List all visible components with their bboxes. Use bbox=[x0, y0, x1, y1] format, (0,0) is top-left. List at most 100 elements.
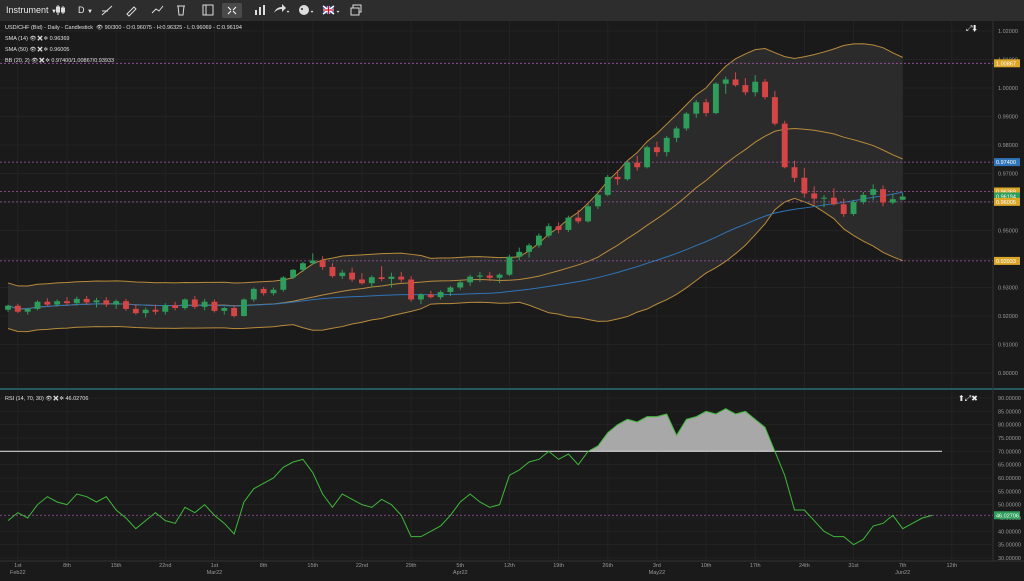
legend-sma50-name: SMA (50) bbox=[5, 47, 28, 53]
candle-body bbox=[516, 251, 523, 257]
candle-body bbox=[319, 260, 326, 267]
bar-chart-icon[interactable] bbox=[253, 3, 267, 18]
rsi-axis-tick: 65.00000 bbox=[998, 463, 1021, 469]
candle-body bbox=[123, 301, 129, 309]
candle-body bbox=[201, 301, 208, 307]
chart-svg[interactable]: 1.020001.010001.000000.990000.980000.970… bbox=[0, 21, 1024, 576]
price-axis-tick: 0.99000 bbox=[998, 115, 1018, 121]
draw-line-icon[interactable] bbox=[100, 3, 114, 18]
time-axis-tick: 22nd bbox=[356, 563, 368, 569]
candle-body bbox=[44, 301, 51, 305]
palette-icon[interactable] bbox=[297, 3, 315, 18]
chart-area[interactable]: 1.020001.010001.000000.990000.980000.970… bbox=[0, 21, 1024, 576]
candle-body bbox=[771, 97, 778, 124]
price-axis-tick: 1.02000 bbox=[998, 29, 1018, 35]
eye-icon[interactable]: 👁 bbox=[31, 58, 39, 64]
candle-body bbox=[496, 274, 503, 278]
expand-pane-icon[interactable]: ⤢⬇ bbox=[966, 24, 978, 33]
candle-body bbox=[703, 102, 709, 114]
candle-body bbox=[742, 85, 749, 93]
crosshair-icon[interactable] bbox=[222, 3, 242, 18]
candle-body bbox=[378, 277, 385, 279]
bollinger-upper-line bbox=[7, 43, 903, 287]
candle-body bbox=[712, 83, 719, 114]
candle-body bbox=[113, 301, 120, 305]
candle-body bbox=[467, 276, 474, 283]
candle-body bbox=[64, 301, 70, 304]
time-axis-tick: 24th bbox=[799, 563, 810, 569]
legend-sma14-name: SMA (14) bbox=[5, 36, 28, 42]
pencil-icon[interactable] bbox=[124, 3, 138, 18]
time-axis-month: Mar22 bbox=[207, 570, 223, 576]
rsi-axis-tick: 80.00000 bbox=[998, 423, 1021, 429]
close-icon[interactable]: ✖ bbox=[52, 396, 60, 402]
chart-type-icon[interactable] bbox=[54, 3, 68, 18]
price-label-box bbox=[994, 192, 1020, 201]
candle-body bbox=[329, 266, 336, 277]
price-axis-tick: 0.97000 bbox=[998, 172, 1018, 178]
gear-icon[interactable]: ✲ bbox=[43, 36, 49, 42]
candle-body bbox=[526, 245, 533, 252]
legend-sma50[interactable]: SMA (50) 👁✖✲ 0.96005 bbox=[5, 47, 69, 53]
candle-body bbox=[535, 235, 542, 246]
trash-icon[interactable] bbox=[174, 3, 188, 18]
candle-body bbox=[791, 167, 798, 178]
time-axis-month: Feb22 bbox=[10, 570, 26, 576]
candle-body bbox=[447, 287, 454, 293]
layout-icon[interactable] bbox=[201, 3, 215, 18]
eye-icon[interactable]: 👁 bbox=[29, 47, 37, 53]
price-label-box bbox=[994, 187, 1020, 196]
eye-icon[interactable]: 👁 bbox=[29, 36, 37, 42]
candle-body bbox=[309, 260, 316, 264]
candle-body bbox=[103, 300, 110, 305]
instrument-button[interactable]: Instrument ▼ bbox=[6, 3, 57, 18]
gear-icon[interactable]: ✲ bbox=[59, 396, 64, 402]
candle-body bbox=[132, 308, 139, 314]
legend-sma50-value: 0.96005 bbox=[49, 47, 70, 53]
rsi-axis-tick: 60.00000 bbox=[998, 476, 1021, 482]
time-axis-month: Jun22 bbox=[895, 570, 910, 576]
candle-body bbox=[850, 202, 857, 214]
time-axis-tick: 31st bbox=[848, 563, 859, 569]
candle-body bbox=[860, 194, 867, 202]
candle-body bbox=[83, 298, 90, 303]
rsi-legend[interactable]: RSI (14, 70, 30) 👁✖✲ 46.02706 bbox=[5, 396, 88, 402]
price-axis-tick: 0.98000 bbox=[998, 143, 1018, 149]
time-axis-month: May22 bbox=[649, 570, 666, 576]
legend-bb[interactable]: BB (20, 2) 👁✖✲ 0.97400/1.00867/0.93933 bbox=[5, 58, 114, 64]
indicators-icon[interactable] bbox=[150, 3, 164, 18]
candle-body bbox=[221, 308, 228, 311]
candle-body bbox=[162, 305, 169, 312]
candle-body bbox=[762, 81, 768, 98]
candle-body bbox=[182, 299, 188, 309]
candle-body bbox=[34, 301, 41, 309]
bollinger-lower-line bbox=[7, 197, 903, 333]
eye-icon[interactable]: 👁 bbox=[45, 396, 53, 402]
time-axis-tick: 22nd bbox=[159, 563, 171, 569]
candle-body bbox=[644, 147, 651, 168]
close-icon[interactable]: ✖ bbox=[36, 47, 44, 53]
price-label-box bbox=[994, 59, 1020, 68]
share-arrow-icon[interactable] bbox=[272, 3, 290, 18]
timeframe-button[interactable]: D ▼ bbox=[78, 3, 93, 18]
gear-icon[interactable]: ✲ bbox=[43, 47, 49, 53]
chart-stats: 90/300 - O:0.96075 - H:0.96325 - L:0.960… bbox=[104, 25, 242, 31]
gear-icon[interactable]: ✲ bbox=[45, 58, 50, 64]
candle-body bbox=[73, 298, 80, 304]
legend-sma14[interactable]: SMA (14) 👁✖✲ 0.96369 bbox=[5, 36, 69, 42]
rsi-axis-tick: 40.00000 bbox=[998, 529, 1021, 535]
close-icon[interactable]: ✖ bbox=[38, 58, 46, 64]
candle-body bbox=[594, 194, 601, 207]
candle-body bbox=[604, 176, 611, 195]
window-icon[interactable] bbox=[349, 3, 363, 18]
flag-uk-icon[interactable] bbox=[322, 3, 342, 18]
candle-body bbox=[368, 277, 375, 284]
rsi-pane-controls-icon[interactable]: ⬆⤢✖ bbox=[958, 394, 978, 403]
candle-body bbox=[663, 137, 670, 153]
price-label-text: 0.96005 bbox=[996, 200, 1016, 206]
rsi-value-label-box bbox=[994, 511, 1020, 520]
candle-body bbox=[575, 217, 582, 222]
candle-body bbox=[870, 189, 877, 195]
rsi-axis-tick: 90.00000 bbox=[998, 396, 1021, 402]
close-icon[interactable]: ✖ bbox=[36, 36, 44, 42]
